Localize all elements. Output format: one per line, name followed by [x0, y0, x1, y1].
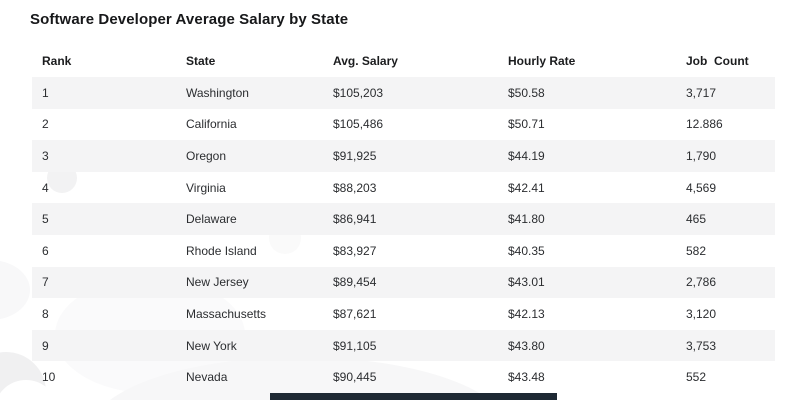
table-body: 1 Washington $105,203 $50.58 3,717 2 Californi… [32, 77, 775, 393]
table-header-row: Rank State Avg. Salary Hourly Rate Job Count [32, 45, 775, 77]
table-cell: 9 [42, 338, 49, 353]
table-cell: California [186, 117, 237, 132]
table-cell: Rhode Island [186, 243, 257, 258]
table-cell: 10 [42, 370, 56, 385]
salary-table: Rank State Avg. Salary Hourly Rate Job Count… [32, 45, 775, 393]
table-cell: New York [186, 338, 237, 353]
table-cell: 552 [686, 370, 707, 385]
table-cell: $105,486 [333, 117, 384, 132]
table-cell: 2 [42, 117, 49, 132]
table-cell: 3 [42, 148, 49, 163]
table-cell: $42.13 [508, 306, 545, 321]
table-cell: $86,941 [333, 212, 377, 227]
column-header-avg-salary: Avg. Salary [333, 54, 398, 68]
table-row: 8 Massachusetts $87,621 $42.13 3,120 [32, 298, 775, 330]
table-cell: New Jersey [186, 275, 249, 290]
table-cell: 1,790 [686, 148, 717, 163]
page-title: Software Developer Average Salary by Sta… [30, 11, 349, 28]
column-header-state: State [186, 54, 216, 68]
table-cell: $105,203 [333, 85, 384, 100]
table-cell: $40.35 [508, 243, 545, 258]
table-cell: Oregon [186, 148, 227, 163]
table-cell: $50.58 [508, 85, 545, 100]
table-row: 9 New York $91,105 $43.80 3,753 [32, 329, 775, 362]
table-cell: Massachusetts [186, 306, 267, 321]
table-cell: 1 [42, 85, 49, 100]
table-cell: $91,105 [333, 338, 377, 353]
table-row: 5 Delaware $86,941 $41.80 465 [32, 203, 775, 235]
table-cell: 3,717 [686, 85, 717, 100]
column-header-rank: Rank [42, 54, 72, 68]
table-cell: $43.48 [508, 370, 545, 385]
table-cell: $50.71 [508, 117, 545, 132]
table-cell: Delaware [186, 212, 237, 227]
table-row: 3 Oregon $91,925 $44.19 1,790 [32, 140, 775, 172]
table-cell: 12.886 [686, 117, 723, 132]
table-cell: $44.19 [508, 148, 545, 163]
table-cell: 465 [686, 212, 707, 227]
table-cell: $83,927 [333, 243, 377, 258]
table-cell: $91,925 [333, 148, 377, 163]
table-cell: $43.80 [508, 338, 545, 353]
table-row: 7 New Jersey $89,454 $43.01 2,786 [32, 266, 775, 299]
table-cell: 582 [686, 243, 707, 258]
table-cell: $89,454 [333, 275, 377, 290]
table-cell: $42.41 [508, 180, 545, 195]
table-cell: 4,569 [686, 180, 717, 195]
column-header-job-count: Job Count [686, 54, 749, 68]
table-row: 10 Nevada $90,445 $43.48 552 [32, 361, 775, 393]
table-cell: $43.01 [508, 275, 545, 290]
table-cell: 8 [42, 306, 49, 321]
table-cell: 3,120 [686, 306, 717, 321]
bottom-bar [270, 393, 557, 400]
table-cell: Washington [186, 85, 249, 100]
table-row: 1 Washington $105,203 $50.58 3,717 [32, 77, 775, 109]
table-row: 4 Virginia $88,203 $42.41 4,569 [32, 172, 775, 204]
table-cell: 3,753 [686, 338, 717, 353]
table-cell: $88,203 [333, 180, 377, 195]
table-cell: 6 [42, 243, 49, 258]
table-cell: 7 [42, 275, 49, 290]
table-cell: $87,621 [333, 306, 377, 321]
column-header-hourly-rate: Hourly Rate [508, 54, 576, 68]
table-cell: 4 [42, 180, 49, 195]
table-row: 6 Rhode Island $83,927 $40.35 582 [32, 235, 775, 267]
table-cell: $41.80 [508, 212, 545, 227]
table-cell: 5 [42, 212, 49, 227]
table-cell: Nevada [186, 370, 228, 385]
table-cell: Virginia [186, 180, 226, 195]
table-cell: $90,445 [333, 370, 377, 385]
table-cell: 2,786 [686, 275, 717, 290]
table-row: 2 California $105,486 $50.71 12.886 [32, 109, 775, 141]
